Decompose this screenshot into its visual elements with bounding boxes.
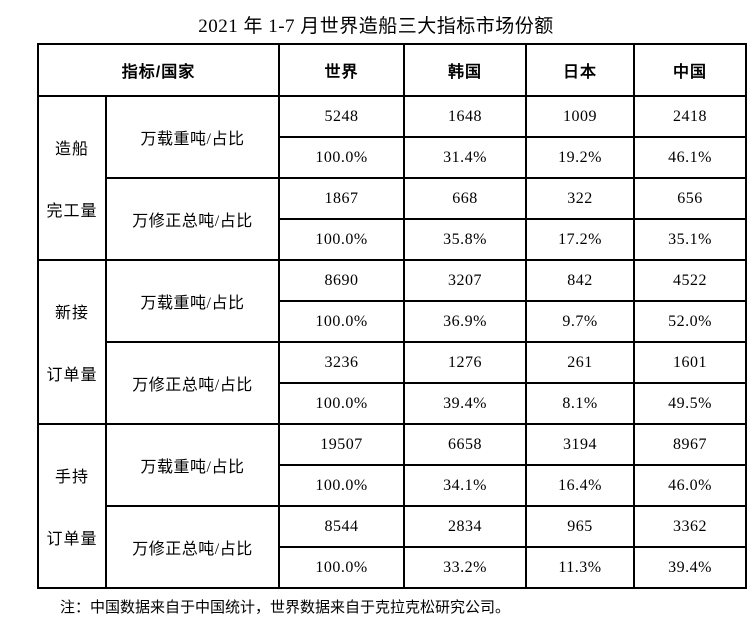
share-cell: 100.0% xyxy=(278,546,406,589)
header-japan: 日本 xyxy=(525,43,636,97)
metric-label: 万修正总吨/占比 xyxy=(104,505,281,589)
value-cell: 3207 xyxy=(403,259,528,302)
share-cell: 19.2% xyxy=(525,136,636,179)
table-row: 万修正总吨/占比 3236 1276 261 1601 xyxy=(38,341,748,425)
value-cell: 1648 xyxy=(403,95,528,138)
share-cell: 46.1% xyxy=(633,136,748,179)
share-cell: 52.0% xyxy=(633,300,748,343)
group-label-line: 订单量 xyxy=(46,366,98,384)
table-row: 万修正总吨/占比 8544 2834 965 3362 xyxy=(38,505,748,589)
share-cell: 36.9% xyxy=(403,300,528,343)
value-cell: 3362 xyxy=(633,505,748,548)
table-row: 造船 完工量 万载重吨/占比 5248 1648 1009 2418 xyxy=(37,95,748,261)
share-cell: 39.4% xyxy=(403,382,528,425)
table-body: 造船 完工量 万载重吨/占比 5248 1648 1009 2418 100.0% 31.4% 1… xyxy=(37,95,748,589)
share-cell: 11.3% xyxy=(525,546,636,589)
group-label: 造船 完工量 xyxy=(37,95,107,261)
header-world: 世界 xyxy=(278,43,406,97)
group-label-line: 手持 xyxy=(54,469,89,487)
table-row: 手持 订单量 万载重吨/占比 19507 6658 3194 8967 xyxy=(37,423,748,589)
value-cell: 3194 xyxy=(525,423,636,466)
share-cell: 46.0% xyxy=(633,464,748,507)
value-cell: 1601 xyxy=(633,341,748,384)
share-cell: 39.4% xyxy=(633,546,748,589)
table-row: 100.0% 35.8% 17.2% 35.1% xyxy=(38,218,748,261)
share-cell: 35.1% xyxy=(633,218,748,261)
metric-label: 万修正总吨/占比 xyxy=(104,177,281,261)
value-cell: 1867 xyxy=(278,177,406,220)
share-cell: 100.0% xyxy=(278,218,406,261)
table-row: 新接 订单量 万载重吨/占比 8690 3207 842 4522 xyxy=(37,259,748,425)
share-cell: 100.0% xyxy=(278,300,406,343)
page-title: 2021 年 1-7 月世界造船三大指标市场份额 xyxy=(198,16,554,37)
value-cell: 965 xyxy=(525,505,636,548)
group-label-line: 造船 xyxy=(54,141,89,159)
share-cell: 8.1% xyxy=(525,382,636,425)
market-share-table: 指标/国家 世界 韩国 日本 中国 造船 完工量 万载重吨/占比 5248 1648 10… xyxy=(36,43,748,589)
header-indicator-country: 指标/国家 xyxy=(36,43,281,97)
value-cell: 4522 xyxy=(633,259,748,302)
share-cell: 100.0% xyxy=(278,382,406,425)
group-label: 手持 订单量 xyxy=(37,423,107,589)
value-cell: 261 xyxy=(525,341,636,384)
value-cell: 3236 xyxy=(278,341,406,384)
metric-label: 万载重吨/占比 xyxy=(104,423,281,507)
table-row: 100.0% 39.4% 8.1% 49.5% xyxy=(38,382,748,425)
value-cell: 322 xyxy=(525,177,636,220)
value-cell: 1276 xyxy=(403,341,528,384)
group-label-line: 完工量 xyxy=(46,202,98,220)
value-cell: 6658 xyxy=(403,423,528,466)
table-row: 100.0% 33.2% 11.3% 39.4% xyxy=(38,546,748,589)
header-china: 中国 xyxy=(633,43,748,97)
share-cell: 17.2% xyxy=(525,218,636,261)
value-cell: 8544 xyxy=(278,505,406,548)
share-cell: 49.5% xyxy=(633,382,748,425)
share-cell: 100.0% xyxy=(278,464,406,507)
value-cell: 1009 xyxy=(525,95,636,138)
metric-label: 万载重吨/占比 xyxy=(104,259,281,343)
value-cell: 656 xyxy=(633,177,748,220)
table-header-row: 指标/国家 世界 韩国 日本 中国 xyxy=(36,43,748,97)
share-cell: 35.8% xyxy=(403,218,528,261)
table-row: 万修正总吨/占比 1867 668 322 656 xyxy=(38,177,748,261)
value-cell: 19507 xyxy=(278,423,406,466)
table-row: 100.0% 34.1% 16.4% 46.0% xyxy=(38,464,748,507)
value-cell: 5248 xyxy=(278,95,406,138)
group-label-line: 新接 xyxy=(54,305,89,323)
value-cell: 2834 xyxy=(403,505,528,548)
share-cell: 31.4% xyxy=(403,136,528,179)
value-cell: 668 xyxy=(403,177,528,220)
value-cell: 8690 xyxy=(278,259,406,302)
value-cell: 842 xyxy=(525,259,636,302)
source-note: 注：中国数据来自于中国统计，世界数据来自于克拉克松研究公司。 xyxy=(60,599,511,616)
share-cell: 34.1% xyxy=(403,464,528,507)
share-cell: 9.7% xyxy=(525,300,636,343)
metric-label: 万修正总吨/占比 xyxy=(104,341,281,425)
value-cell: 2418 xyxy=(633,95,748,138)
share-cell: 33.2% xyxy=(403,546,528,589)
group-label: 新接 订单量 xyxy=(37,259,107,425)
table-row: 100.0% 36.9% 9.7% 52.0% xyxy=(38,300,748,343)
metric-label: 万载重吨/占比 xyxy=(104,95,281,179)
header-korea: 韩国 xyxy=(403,43,528,97)
value-cell: 8967 xyxy=(633,423,748,466)
table-row: 100.0% 31.4% 19.2% 46.1% xyxy=(38,136,748,179)
share-cell: 100.0% xyxy=(278,136,406,179)
group-label-line: 订单量 xyxy=(46,530,98,548)
share-cell: 16.4% xyxy=(525,464,636,507)
